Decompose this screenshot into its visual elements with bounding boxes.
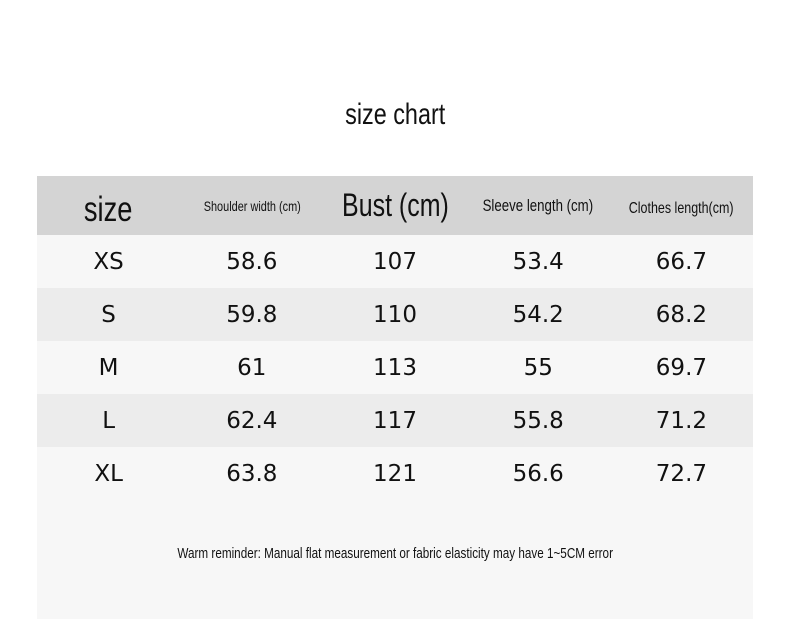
cell-bust: 110 xyxy=(373,301,417,328)
table-row: L 62.4 117 55.8 71.2 xyxy=(37,394,753,447)
cell-size: XL xyxy=(94,460,123,487)
table-header: size Shoulder width (cm) Bust (cm) Sleev… xyxy=(37,176,753,235)
cell-shoulder: 61 xyxy=(237,354,267,381)
size-table: size Shoulder width (cm) Bust (cm) Sleev… xyxy=(37,176,753,619)
table-row: XS 58.6 107 53.4 66.7 xyxy=(37,235,753,288)
table-row: S 59.8 110 54.2 68.2 xyxy=(37,288,753,341)
header-shoulder: Shoulder width (cm) xyxy=(203,197,301,214)
cell-clothes-length: 68.2 xyxy=(655,301,708,328)
cell-clothes-length: 71.2 xyxy=(655,407,708,434)
cell-shoulder: 58.6 xyxy=(226,248,278,275)
table-row: XL 63.8 121 56.6 72.7 xyxy=(37,447,753,500)
cell-clothes-length: 72.7 xyxy=(655,460,708,487)
cell-bust: 107 xyxy=(373,248,417,275)
cell-bust: 117 xyxy=(373,407,417,434)
cell-shoulder: 63.8 xyxy=(226,460,278,487)
cell-clothes-length: 66.7 xyxy=(655,248,708,275)
cell-sleeve: 54.2 xyxy=(512,301,564,328)
header-size: size xyxy=(84,189,133,229)
cell-size: L xyxy=(102,407,116,434)
table-row: M 61 113 55 69.7 xyxy=(37,341,753,394)
header-bust: Bust (cm) xyxy=(341,187,449,223)
cell-clothes-length: 69.7 xyxy=(655,354,708,381)
cell-size: M xyxy=(98,354,119,381)
cell-sleeve: 55.8 xyxy=(512,407,564,434)
cell-sleeve: 56.6 xyxy=(512,460,564,487)
cell-sleeve: 55 xyxy=(523,354,553,381)
cell-shoulder: 59.8 xyxy=(226,301,278,328)
page-title: size chart xyxy=(344,98,446,131)
cell-bust: 113 xyxy=(373,354,417,381)
warm-reminder: Warm reminder: Manual flat measurement o… xyxy=(177,545,613,562)
cell-shoulder: 62.4 xyxy=(226,407,278,434)
cell-bust: 121 xyxy=(373,460,417,487)
cell-size: S xyxy=(101,301,116,328)
header-clothes-length: Clothes length(cm) xyxy=(629,199,734,217)
cell-size: XS xyxy=(93,248,124,275)
header-sleeve: Sleeve length (cm) xyxy=(482,195,594,215)
cell-sleeve: 53.4 xyxy=(512,248,564,275)
